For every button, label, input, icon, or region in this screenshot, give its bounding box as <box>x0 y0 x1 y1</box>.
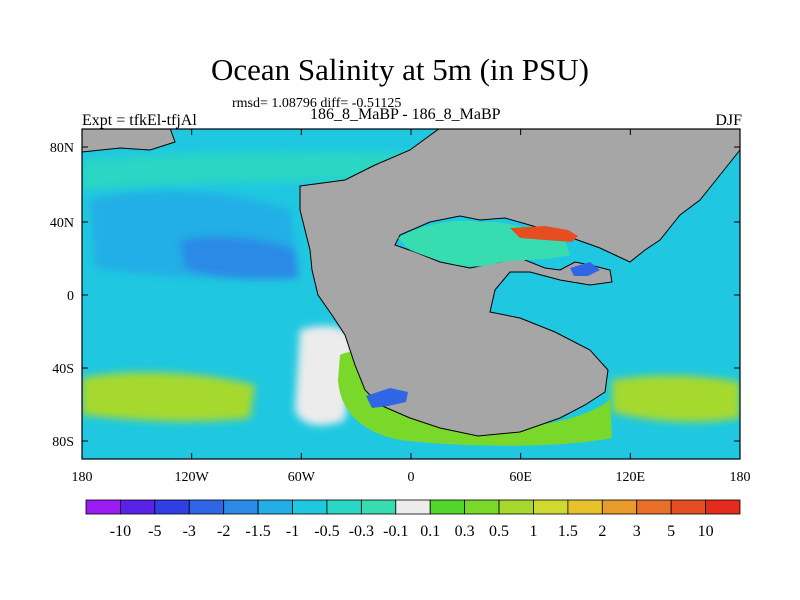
south-indian-band <box>612 375 740 422</box>
season-label: DJF <box>715 112 742 129</box>
colorbar-swatch <box>223 499 259 515</box>
inland-sea-hotspot <box>510 226 578 242</box>
x-tick-label: 180 <box>72 470 93 485</box>
axis-ticks: 180 120W 60W 0 60E 120E 180 80N 40N 0 40S 80S <box>50 129 751 485</box>
y-tick-label: 0 <box>67 289 74 304</box>
colorbar-label: -0.5 <box>314 523 339 540</box>
colorbar-label: 0.1 <box>420 523 440 540</box>
colorbar-label: 5 <box>667 523 675 540</box>
x-tick-label: 120E <box>616 470 646 485</box>
y-tick-label: 40S <box>52 362 74 377</box>
colorbar-swatch <box>429 499 466 515</box>
y-tick-label: 80S <box>52 435 74 450</box>
colorbar-label: -3 <box>183 523 196 540</box>
colorbar-label: 10 <box>698 523 714 540</box>
colorbar-label: 0.3 <box>455 523 475 540</box>
colorbar-swatch <box>601 499 638 515</box>
colorbar-label: 1 <box>529 523 537 540</box>
colorbar-swatch <box>154 499 190 515</box>
south-pacific-band <box>82 372 255 422</box>
colorbar-swatch <box>85 499 121 515</box>
x-tick-label: 60W <box>288 470 316 485</box>
y-tick-label: 40N <box>50 216 74 231</box>
x-tick-label: 0 <box>408 470 415 485</box>
colorbar-label: -10 <box>110 523 131 540</box>
colorbar-swatch <box>705 499 741 515</box>
colorbar-swatch <box>636 499 672 515</box>
colorbar-swatch <box>670 499 706 515</box>
colorbar-label: -1 <box>286 523 299 540</box>
chart-title: Ocean Salinity at 5m (in PSU) <box>211 52 589 87</box>
colorbar-swatch <box>464 499 500 515</box>
pacific-sw-tongue <box>295 325 355 426</box>
colorbar-swatch <box>395 499 431 515</box>
land-mass <box>82 129 740 437</box>
east-pacific-deep <box>180 236 298 280</box>
colorbar-label: -0.3 <box>349 523 374 540</box>
x-tick-label: 60E <box>509 470 532 485</box>
colorbar-label: -5 <box>148 523 161 540</box>
colorbar-swatch <box>120 499 156 515</box>
colorbar-swatch <box>326 499 362 515</box>
colorbar-swatch <box>567 499 603 515</box>
experiment-label: Expt = tfkEl-tfjAl <box>82 112 197 129</box>
colorbar-swatch <box>533 499 569 515</box>
stats-label: rmsd= 1.08796 diff= -0.51125 <box>232 96 402 111</box>
colorbar-swatch <box>292 499 328 515</box>
colorbar-swatch <box>360 499 397 515</box>
colorbar-swatch <box>257 499 293 515</box>
colorbar-label: -2 <box>217 523 230 540</box>
eastern-blob <box>570 262 600 276</box>
salinity-field <box>82 129 740 459</box>
x-tick-label: 120W <box>175 470 210 485</box>
colorbar-swatch <box>498 499 534 515</box>
colorbar-label: 0.5 <box>489 523 509 540</box>
colorbar-label: 2 <box>598 523 606 540</box>
chart-subtitle: 186_8_MaBP - 186_8_MaBP <box>310 106 501 123</box>
colorbar-label: -1.5 <box>245 523 270 540</box>
colorbar-label: 3 <box>633 523 641 540</box>
colorbar-swatch <box>188 499 225 515</box>
colorbar: -10 -5 -3 -2 -1.5 -1 -0.5 -0.3 -0.1 0.1 0.3 0.5 1 1.5… <box>85 499 741 540</box>
y-tick-label: 80N <box>50 141 74 156</box>
colorbar-label: -0.1 <box>383 523 408 540</box>
land-south-coast <box>338 351 612 446</box>
colorbar-label: 1.5 <box>558 523 578 540</box>
southern-blob <box>366 388 408 408</box>
x-tick-label: 180 <box>730 470 751 485</box>
